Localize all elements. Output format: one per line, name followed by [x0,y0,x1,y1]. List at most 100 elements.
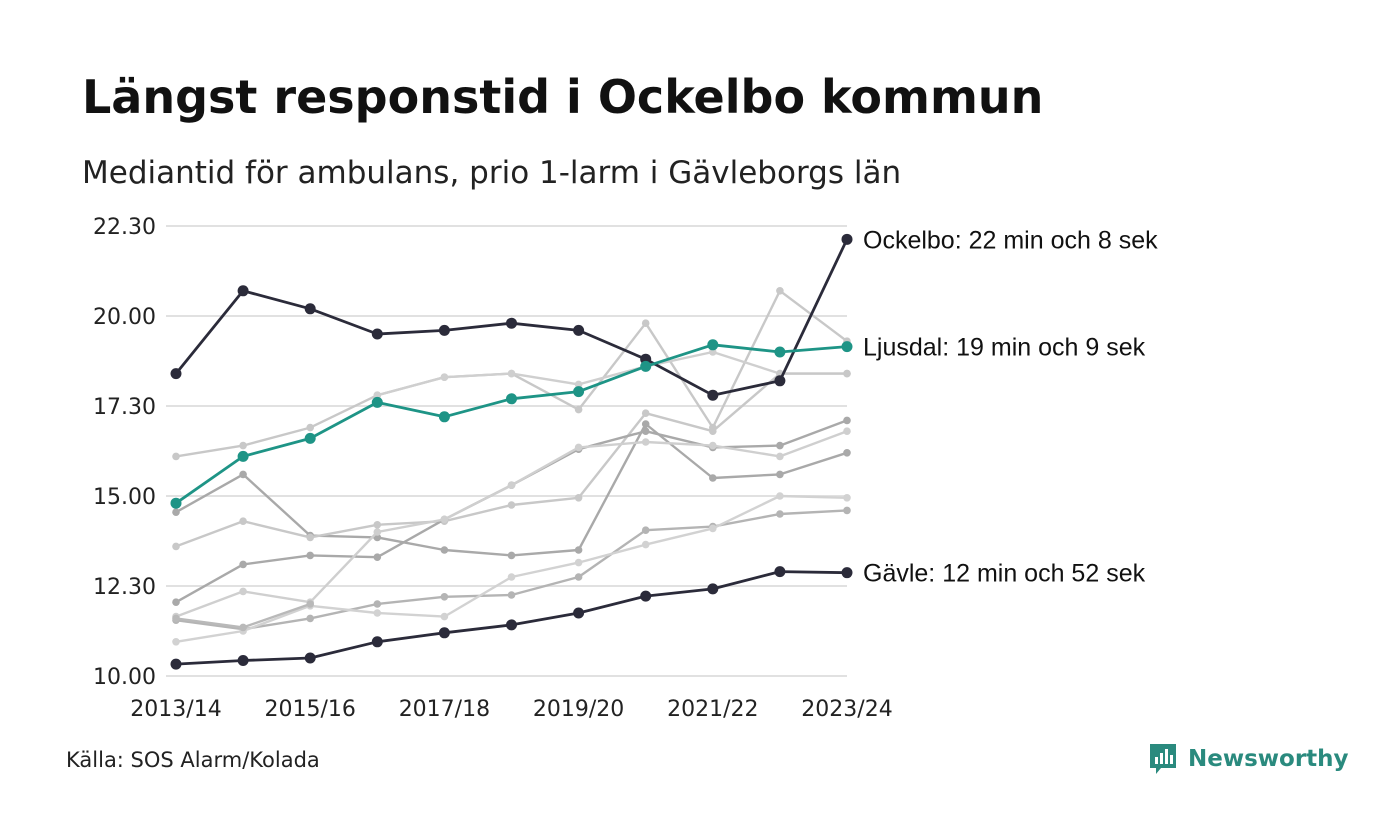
brand-name: Newsworthy [1188,746,1349,772]
series-label: Ljusdal: 19 min och 9 sek [863,334,1146,362]
highlight-series [170,233,853,670]
x-tick-label: 2021/22 [667,697,758,722]
data-point [776,492,784,500]
data-point [304,432,316,444]
data-point [776,287,784,295]
data-point [841,567,853,579]
data-point [237,285,249,297]
data-point [843,506,851,515]
data-point [709,348,717,356]
data-point [237,655,249,667]
data-point [440,515,449,524]
data-point [574,494,583,502]
data-point [170,368,182,380]
series-ockelbo [170,233,853,401]
data-point [506,317,517,329]
data-point [709,441,717,450]
data-point [843,416,851,425]
series-label: Ockelbo: 22 min och 8 sek [863,226,1158,254]
data-point [304,303,316,315]
data-point [237,450,249,462]
data-point [170,658,182,670]
y-tick-label: 22.30 [93,215,156,240]
data-point [841,341,853,353]
data-point [507,591,516,599]
series-line [175,430,848,618]
data-point [707,389,719,401]
x-tick-label: 2013/14 [130,697,221,722]
data-point [774,375,786,387]
data-point [573,386,585,398]
data-point [574,546,583,554]
data-point [507,481,516,490]
x-tick-label: 2019/20 [533,697,624,722]
data-point [239,470,247,479]
series-other [172,369,851,551]
y-tick-label: 12.30 [93,575,156,600]
data-point [843,427,851,436]
data-point [306,533,315,542]
data-point [841,233,853,245]
data-point [574,405,583,414]
data-point [306,614,315,623]
data-point [373,528,382,536]
data-point [373,553,382,561]
background-series [172,287,851,646]
data-point [371,396,383,408]
series-line [175,422,848,557]
data-point [776,452,784,461]
data-point [709,474,717,482]
data-point [843,449,851,457]
data-point [574,443,583,452]
y-tick-label: 17.30 [93,395,156,420]
data-point [709,524,717,533]
data-point [172,508,180,516]
y-tick-label: 20.00 [93,305,156,330]
data-point [438,627,450,639]
data-point [707,339,719,351]
data-point [573,324,585,336]
data-point [306,423,315,432]
data-point [573,607,585,619]
data-point [373,391,382,400]
data-point [641,319,650,328]
chart-title: Längst responstid i Ockelbo kommun [82,70,1044,124]
data-point [371,328,383,340]
data-point [440,373,449,382]
data-point [373,600,382,608]
y-axis-ticks: 10.00 12.30 15.00 17.30 20.00 22.30 [93,215,156,690]
data-point [373,609,382,617]
series-ljusdal [170,339,853,509]
brand-logo[interactable]: Newsworthy [1148,742,1349,776]
data-point [641,427,650,436]
data-point [776,441,784,450]
data-point [507,369,516,378]
data-point [507,551,516,560]
data-point [172,598,180,606]
y-tick-label: 15.00 [93,485,156,510]
data-point [641,540,650,549]
x-tick-label: 2015/16 [264,697,355,722]
data-point [170,497,182,509]
data-point [574,380,583,389]
data-point [641,438,650,446]
x-tick-label: 2023/24 [801,697,892,722]
series-other [172,427,851,621]
data-point [440,593,449,601]
data-point [776,510,784,518]
data-point [438,324,450,336]
data-point [306,600,315,608]
data-point [440,546,449,554]
source-note: Källa: SOS Alarm/Kolada [66,748,320,772]
data-point [707,583,719,595]
data-point [774,566,786,578]
data-point [641,420,650,428]
data-point [843,369,851,378]
grid-lines [166,225,847,677]
data-point [371,636,383,648]
data-point [373,521,382,529]
series-other [172,506,851,633]
chart-subtitle: Mediantid för ambulans, prio 1-larm i Gä… [82,155,902,191]
data-point [506,393,517,405]
x-tick-label: 2017/18 [399,697,490,722]
